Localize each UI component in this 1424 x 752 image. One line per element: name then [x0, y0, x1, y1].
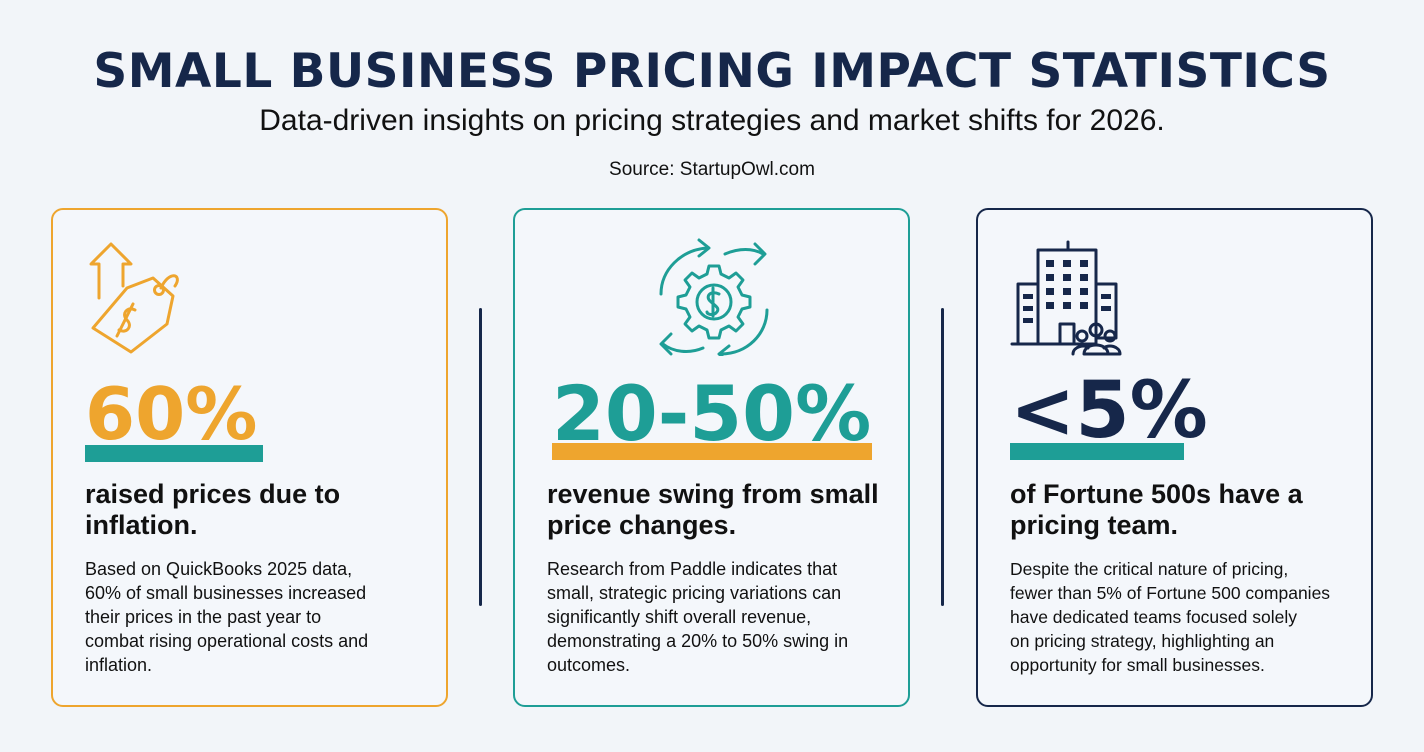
headline-line: inflation.: [85, 510, 198, 540]
stat-headline: revenue swing from small price changes.: [547, 479, 907, 541]
description-line: Based on QuickBooks 2025 data,: [85, 559, 353, 579]
description-line: inflation.: [85, 655, 153, 675]
stat-card-revenue-swing: 20-50% revenue swing from small price ch…: [513, 208, 910, 707]
stat-value: <5%: [1010, 366, 1208, 456]
stat-card-price-increase: 60% raised prices due to inflation. Base…: [51, 208, 448, 707]
office-building-team-icon: [1010, 240, 1122, 361]
description-line: outcomes.: [547, 655, 631, 675]
stat-card-fortune-500: <5% of Fortune 500s have a pricing team.…: [976, 208, 1373, 707]
headline-line: revenue swing from small: [547, 479, 879, 509]
stat-value: 20-50%: [552, 369, 872, 458]
stat-description: Based on QuickBooks 2025 data, 60% of sm…: [85, 557, 440, 677]
dollar-gear-cycle-icon: [655, 236, 773, 364]
column-divider: [479, 308, 482, 606]
stat-headline: raised prices due to inflation.: [85, 479, 435, 541]
description-line: demonstrating a 20% to 50% swing in: [547, 631, 849, 651]
stat-description: Despite the critical nature of pricing, …: [1010, 557, 1372, 677]
stat-description: Research from Paddle indicates that smal…: [547, 557, 907, 677]
source-credit: Source: StartupOwl.com: [609, 159, 815, 180]
page-subtitle: Data-driven insights on pricing strategi…: [259, 104, 1165, 137]
stat-block: 60%: [85, 372, 263, 462]
page-title: SMALL BUSINESS PRICING IMPACT STATISTICS: [93, 44, 1331, 99]
column-divider: [941, 308, 944, 606]
price-tag-up-arrow-icon: [87, 240, 183, 361]
stat-headline: of Fortune 500s have a pricing team.: [1010, 479, 1370, 541]
description-line: combat rising operational costs and: [85, 631, 369, 651]
stat-block: 20-50%: [552, 376, 872, 462]
description-line: on pricing strategy, highlighting an: [1010, 631, 1275, 651]
description-line: significantly shift overall revenue,: [547, 607, 812, 627]
description-line: opportunity for small businesses.: [1010, 655, 1265, 675]
description-line: have dedicated teams focused solely: [1010, 607, 1297, 627]
stat-highlight-bar: [85, 445, 263, 462]
stat-highlight-bar: [552, 443, 872, 460]
headline-line: of Fortune 500s have a: [1010, 479, 1303, 509]
description-line: 60% of small businesses increased: [85, 583, 367, 603]
headline-line: raised prices due to: [85, 479, 341, 509]
description-line: Research from Paddle indicates that: [547, 559, 838, 579]
description-line: their prices in the past year to: [85, 607, 322, 627]
description-line: small, strategic pricing variations can: [547, 583, 842, 603]
headline-line: pricing team.: [1010, 510, 1179, 540]
headline-line: price changes.: [547, 510, 737, 540]
description-line: Despite the critical nature of pricing,: [1010, 559, 1289, 579]
stat-block: <5%: [1010, 372, 1208, 462]
stat-highlight-bar: [1010, 443, 1184, 460]
description-line: fewer than 5% of Fortune 500 companies: [1010, 583, 1331, 603]
stat-value: 60%: [85, 372, 258, 456]
